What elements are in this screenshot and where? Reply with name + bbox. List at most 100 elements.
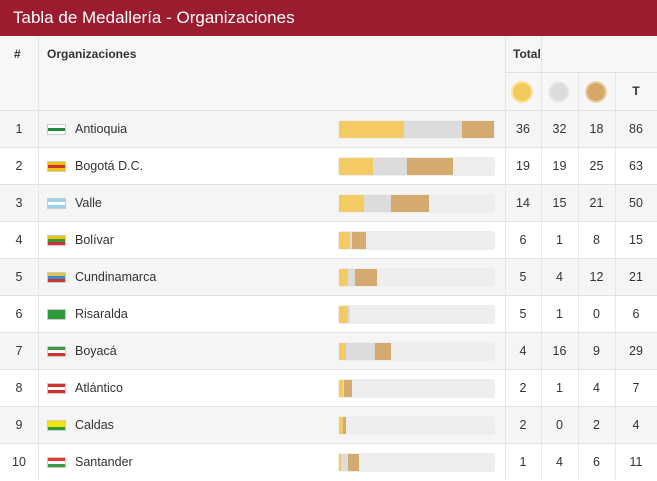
- organization-name: Cundinamarca: [75, 270, 157, 284]
- total-count: 29: [629, 344, 643, 358]
- gold-count: 5: [519, 270, 527, 284]
- silver-count: 1: [556, 307, 563, 321]
- gold-bar: [339, 454, 341, 471]
- flag-stripe: [48, 461, 65, 464]
- flag-stripe: [48, 421, 65, 424]
- flag-stripe: [48, 316, 65, 319]
- flag-stripe: [48, 384, 65, 387]
- flag-stripe: [48, 239, 65, 242]
- flag-stripe: [48, 424, 65, 427]
- silver-count: 4: [556, 455, 563, 469]
- gold-count: 5: [519, 307, 527, 321]
- gold-bar: [339, 269, 348, 286]
- silver-count: 15: [552, 196, 567, 210]
- total-count: 11: [629, 455, 643, 469]
- total-count: 4: [632, 418, 640, 432]
- gold-bar: [339, 306, 348, 323]
- flag-stripe: [48, 202, 65, 205]
- rank: 1: [15, 122, 23, 136]
- organization-name: Bogotá D.C.: [75, 159, 144, 173]
- rank: 5: [15, 270, 23, 284]
- table-row: 5 Cundinamarca 5 4 12 21: [0, 258, 657, 295]
- silver-count: 1: [556, 381, 563, 395]
- rank: 10: [12, 455, 26, 469]
- organization-name: Atlántico: [75, 381, 123, 395]
- flag-stripe: [48, 464, 65, 467]
- total-count: 21: [629, 270, 643, 284]
- col-total: T: [632, 84, 640, 98]
- gold-count: 1: [519, 455, 527, 469]
- flag: [47, 420, 66, 431]
- organization-name: Antioquia: [75, 122, 128, 136]
- flag-stripe: [48, 279, 65, 282]
- silver-bar: [373, 158, 408, 175]
- flag-stripe: [48, 236, 65, 239]
- bronze-count: 21: [589, 196, 604, 210]
- flag-stripe: [48, 205, 65, 208]
- gold-bar: [339, 195, 365, 212]
- rank: 3: [15, 196, 23, 210]
- flag-stripe: [48, 313, 65, 316]
- flag-stripe: [48, 353, 65, 356]
- flag-stripe: [48, 125, 65, 128]
- table-row: 6 Risaralda 5 1 0 6: [0, 295, 657, 332]
- gold-count: 4: [519, 344, 527, 358]
- column-divider: [578, 72, 579, 480]
- bar-track: [338, 379, 495, 398]
- flag-stripe: [48, 242, 65, 245]
- col-medals: Total: [513, 47, 541, 61]
- divider: [505, 72, 657, 73]
- bronze-count: 0: [593, 307, 600, 321]
- flag-stripe: [48, 350, 65, 353]
- flag: [47, 198, 66, 209]
- bar-track: [338, 305, 495, 324]
- gold-count: 6: [519, 233, 527, 247]
- flag: [47, 161, 66, 172]
- flag-stripe: [48, 165, 65, 168]
- gold-bar: [339, 121, 404, 138]
- silver-count: 1: [556, 233, 563, 247]
- col-rank: #: [14, 47, 21, 61]
- col-organization: Organizaciones: [47, 47, 137, 61]
- table-header: # Organizaciones Total T: [0, 36, 657, 111]
- table-row: 9 Caldas 2 0 2 4: [0, 406, 657, 443]
- bronze-bar: [407, 158, 453, 175]
- silver-count: 16: [552, 344, 567, 358]
- table-row: 4 Bolívar 6 1 8 15: [0, 221, 657, 258]
- table-row: 3 Valle 14 15 21 50: [0, 184, 657, 221]
- bronze-count: 9: [593, 344, 600, 358]
- flag-stripe: [48, 276, 65, 279]
- rank: 6: [15, 307, 23, 321]
- flag: [47, 346, 66, 357]
- rank: 9: [15, 418, 23, 432]
- bronze-bar: [348, 454, 359, 471]
- table-row: 2 Bogotá D.C. 19 19 25 63: [0, 147, 657, 184]
- organization-name: Santander: [75, 455, 133, 469]
- bronze-bar: [375, 343, 392, 360]
- gold-icon: [513, 83, 531, 101]
- flag: [47, 235, 66, 246]
- gold-bar: [339, 417, 343, 434]
- gold-bar: [339, 232, 350, 249]
- rank: 7: [15, 344, 23, 358]
- column-divider: [615, 72, 616, 480]
- bronze-count: 2: [593, 418, 600, 432]
- bronze-bar: [342, 417, 347, 434]
- flag-stripe: [48, 199, 65, 202]
- bar-track: [338, 416, 495, 435]
- rank: 4: [15, 233, 23, 247]
- silver-bar: [403, 121, 462, 138]
- silver-bar: [349, 232, 352, 249]
- silver-bar: [346, 343, 376, 360]
- flag: [47, 124, 66, 135]
- total-count: 50: [629, 196, 643, 210]
- gold-count: 2: [519, 381, 527, 395]
- gold-count: 2: [519, 418, 527, 432]
- bronze-icon: [587, 83, 605, 101]
- gold-count: 36: [516, 122, 530, 136]
- flag-stripe: [48, 128, 65, 131]
- silver-bar: [348, 269, 356, 286]
- organization-name: Risaralda: [75, 307, 128, 321]
- gold-bar: [339, 343, 347, 360]
